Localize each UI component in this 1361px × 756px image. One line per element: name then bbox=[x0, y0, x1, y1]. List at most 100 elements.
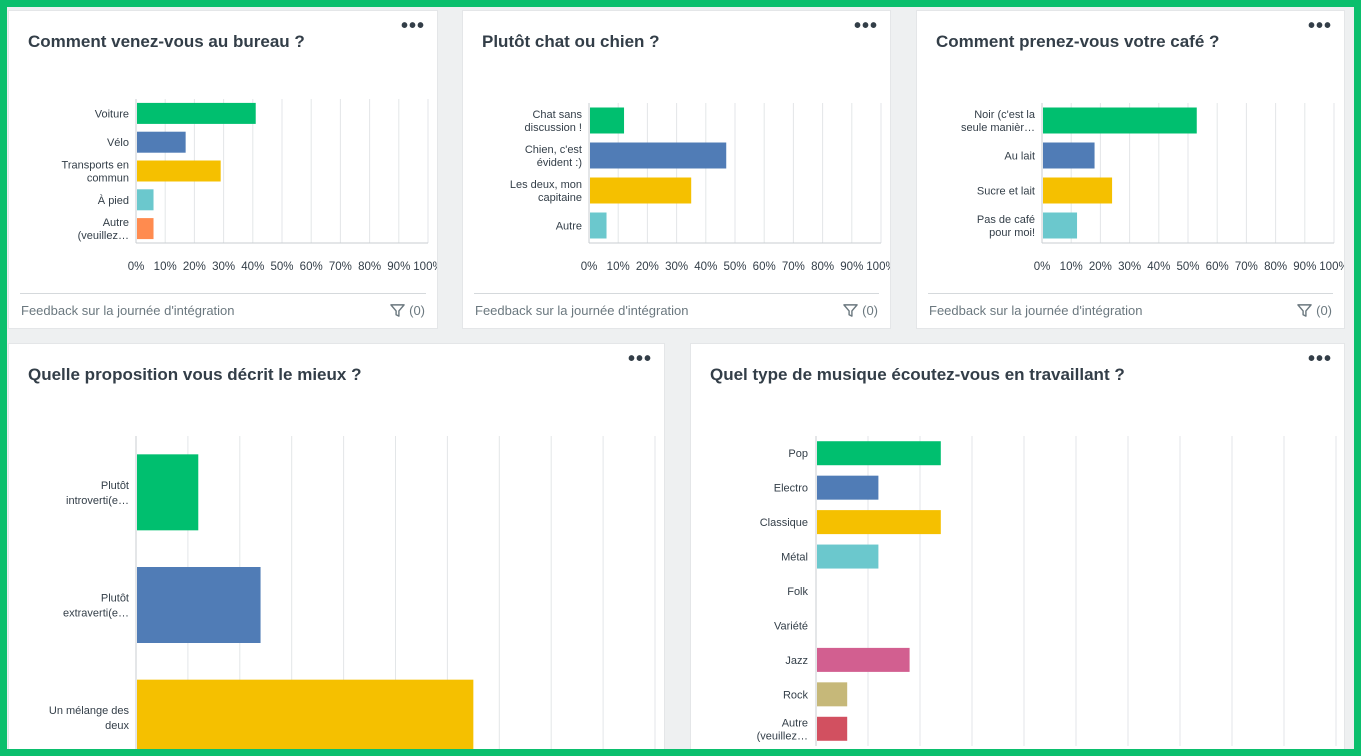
chart-title: Quel type de musique écoutez-vous en tra… bbox=[710, 365, 1125, 384]
bar[interactable] bbox=[1043, 107, 1197, 134]
chart-title: Plutôt chat ou chien ? bbox=[482, 32, 660, 51]
chart-card-personality: Quelle proposition vous décrit le mieux … bbox=[8, 343, 665, 756]
tick-label: 20% bbox=[183, 261, 206, 273]
bar-chart: Noir (c'est la seule manièr… Au lait Sucre … bbox=[961, 103, 1345, 273]
bar[interactable] bbox=[590, 177, 692, 204]
bar[interactable] bbox=[817, 716, 848, 741]
category-label: Pop bbox=[788, 448, 808, 460]
tick-label: 60% bbox=[753, 261, 776, 273]
tick-label: 100% bbox=[1319, 261, 1345, 273]
chart-card-music: Quel type de musique écoutez-vous en tra… bbox=[690, 343, 1345, 756]
category-label: Autre (veuillez… bbox=[757, 717, 808, 742]
bar[interactable] bbox=[590, 142, 727, 169]
footer-divider bbox=[474, 293, 879, 294]
bar[interactable] bbox=[137, 189, 154, 211]
more-icon[interactable]: ••• bbox=[1307, 15, 1332, 37]
category-label: Rock bbox=[783, 689, 809, 701]
tick-label: 50% bbox=[270, 261, 293, 273]
tick-label: 40% bbox=[1147, 261, 1170, 273]
bar[interactable] bbox=[137, 454, 199, 531]
tick-label: 30% bbox=[212, 261, 235, 273]
filter-button[interactable]: (0) bbox=[390, 303, 425, 318]
more-icon[interactable]: ••• bbox=[1307, 348, 1332, 370]
category-label: Autre (veuillez… bbox=[78, 217, 129, 242]
bar[interactable] bbox=[817, 510, 941, 535]
tick-label: 50% bbox=[723, 261, 746, 273]
bar-chart: Chat sans discussion ! Chien, c'est évident… bbox=[510, 103, 891, 273]
category-label: Chat sans discussion ! bbox=[525, 109, 583, 134]
tick-label: 20% bbox=[636, 261, 659, 273]
tick-label: 0% bbox=[128, 261, 145, 273]
tick-label: 0% bbox=[581, 261, 598, 273]
tick-label: 80% bbox=[811, 261, 834, 273]
tick-label: 90% bbox=[387, 261, 410, 273]
tick-label: 90% bbox=[1293, 261, 1316, 273]
category-label: Autre bbox=[556, 221, 582, 233]
more-icon[interactable]: ••• bbox=[400, 15, 425, 37]
bar[interactable] bbox=[590, 212, 607, 239]
chart-title: Quelle proposition vous décrit le mieux … bbox=[28, 365, 362, 384]
filter-button[interactable]: (0) bbox=[1297, 303, 1332, 318]
bar[interactable] bbox=[137, 102, 256, 124]
more-icon[interactable]: ••• bbox=[853, 15, 878, 37]
category-label: Vélo bbox=[107, 137, 129, 149]
category-label: Plutôt extraverti(e… bbox=[63, 593, 129, 620]
filter-button[interactable]: (0) bbox=[843, 303, 878, 318]
bar[interactable] bbox=[817, 475, 879, 500]
tick-label: 30% bbox=[665, 261, 688, 273]
survey-name: Feedback sur la journée d'intégration bbox=[475, 303, 689, 318]
bar[interactable] bbox=[590, 107, 625, 134]
category-label: Electro bbox=[774, 483, 808, 495]
tick-label: 90% bbox=[840, 261, 863, 273]
more-icon[interactable]: ••• bbox=[627, 348, 652, 370]
bar[interactable] bbox=[137, 679, 474, 756]
category-label: Sucre et lait bbox=[977, 186, 1035, 198]
bar[interactable] bbox=[137, 131, 186, 153]
tick-label: 70% bbox=[329, 261, 352, 273]
tick-label: 70% bbox=[1235, 261, 1258, 273]
tick-label: 50% bbox=[1176, 261, 1199, 273]
footer-divider bbox=[20, 293, 426, 294]
tick-label: 60% bbox=[300, 261, 323, 273]
filter-icon bbox=[843, 304, 858, 317]
tick-label: 80% bbox=[1264, 261, 1287, 273]
bar[interactable] bbox=[817, 441, 941, 466]
tick-label: 40% bbox=[694, 261, 717, 273]
tick-label: 20% bbox=[1089, 261, 1112, 273]
filter-icon bbox=[390, 304, 405, 317]
tick-label: 60% bbox=[1206, 261, 1229, 273]
category-label: Variété bbox=[774, 620, 808, 632]
chart-card-pets: Plutôt chat ou chien ? ••• Chat sans disc… bbox=[462, 10, 891, 329]
bar-chart: Pop Electro Classique Métal Folk Variété Jazz R… bbox=[757, 436, 1337, 746]
tick-label: 40% bbox=[241, 261, 264, 273]
bar[interactable] bbox=[1043, 212, 1078, 239]
bar[interactable] bbox=[1043, 177, 1113, 204]
filter-count: (0) bbox=[409, 303, 425, 318]
tick-label: 80% bbox=[358, 261, 381, 273]
footer-divider bbox=[928, 293, 1333, 294]
bar[interactable] bbox=[137, 567, 261, 643]
bar[interactable] bbox=[137, 160, 221, 182]
filter-count: (0) bbox=[1316, 303, 1332, 318]
bar[interactable] bbox=[817, 647, 910, 672]
category-label: Métal bbox=[781, 552, 808, 564]
bar[interactable] bbox=[1043, 142, 1095, 169]
filter-count: (0) bbox=[862, 303, 878, 318]
bar-chart: Plutôt introverti(e… Plutôt extraverti(e… Un… bbox=[49, 436, 656, 756]
chart-title: Comment venez-vous au bureau ? bbox=[28, 32, 305, 51]
tick-label: 100% bbox=[413, 261, 438, 273]
tick-label: 70% bbox=[782, 261, 805, 273]
bar[interactable] bbox=[817, 682, 848, 707]
category-label: Au lait bbox=[1004, 151, 1035, 163]
category-label: Plutôt introverti(e… bbox=[66, 480, 129, 507]
chart-card-coffee: Comment prenez-vous votre café ? ••• Noi… bbox=[916, 10, 1345, 329]
chart-card-commute: Comment venez-vous au bureau ? ••• Voitu… bbox=[8, 10, 438, 329]
tick-label: 100% bbox=[866, 261, 891, 273]
tick-label: 10% bbox=[607, 261, 630, 273]
bar[interactable] bbox=[137, 218, 154, 240]
bar[interactable] bbox=[817, 544, 879, 569]
category-label: À pied bbox=[98, 194, 129, 207]
category-label: Transports en commun bbox=[62, 160, 129, 185]
tick-label: 0% bbox=[1034, 261, 1051, 273]
tick-label: 10% bbox=[154, 261, 177, 273]
